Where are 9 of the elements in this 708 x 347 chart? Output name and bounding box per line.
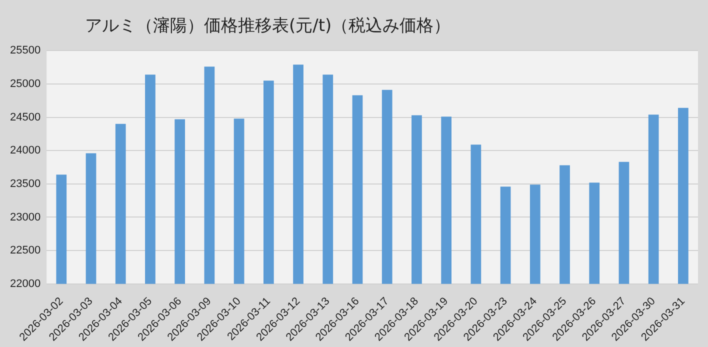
y-tick-label: 23000 (10, 211, 41, 224)
y-tick-label: 22000 (10, 278, 41, 290)
y-tick-label: 24500 (10, 111, 41, 124)
y-tick-label: 22500 (10, 244, 41, 257)
y-tick-label: 25000 (10, 78, 41, 90)
chart-title: アルミ（瀋陽）価格推移表(元/t)（税込み価格） (85, 15, 451, 37)
y-tick-label: 23500 (10, 178, 41, 190)
y-tick-label: 24000 (10, 144, 41, 157)
y-tick-label: 25500 (10, 44, 41, 57)
